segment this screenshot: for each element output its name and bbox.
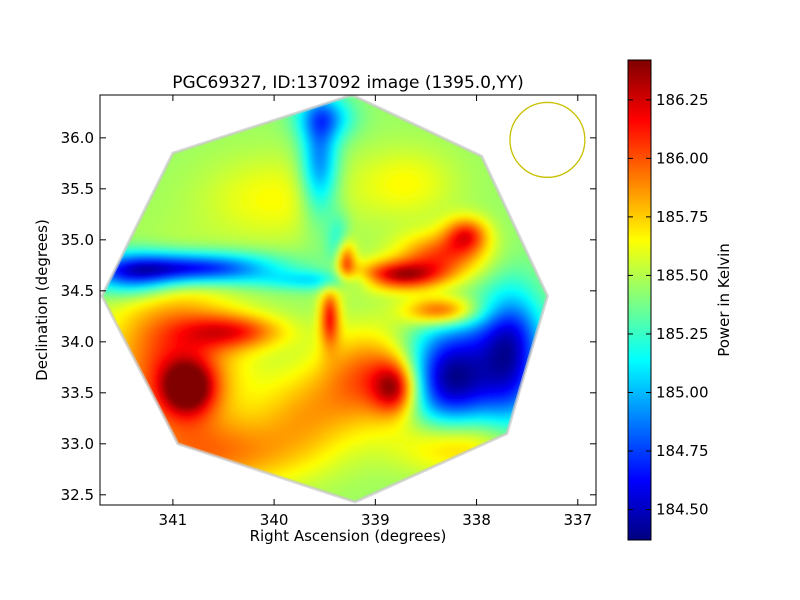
x-tick-label: 337 <box>563 511 592 529</box>
heatmap-raster <box>102 95 548 502</box>
y-axis: 32.5 33.0 33.5 34.0 34.5 35.0 35.5 36.0 <box>61 129 596 504</box>
x-axis: 341 340 339 338 337 <box>159 95 592 529</box>
colorbar-tick-label: 184.50 <box>656 501 709 519</box>
x-tick-label: 339 <box>361 511 390 529</box>
colorbar-tick-label: 186.00 <box>656 149 709 167</box>
x-tick-label: 340 <box>260 511 289 529</box>
y-tick-label: 35.5 <box>61 180 94 198</box>
y-tick-label: 34.0 <box>61 333 94 351</box>
colorbar: 184.50 184.75 185.00 185.25 185.50 185.75 186.… <box>627 59 733 541</box>
y-tick-label: 33.0 <box>61 435 94 453</box>
y-axis-label: Declination (degrees) <box>33 219 51 381</box>
colorbar-tick-label: 184.75 <box>656 442 709 460</box>
y-tick-label: 34.5 <box>61 282 94 300</box>
chart-title: PGC69327, ID:137092 image (1395.0,YY) <box>172 73 524 93</box>
colorbar-ticks: 184.50 184.75 185.00 185.25 185.50 185.75 186.… <box>628 91 709 519</box>
axes-frame <box>99 94 597 506</box>
colorbar-tick-label: 185.50 <box>656 266 709 284</box>
colorbar-tick-label: 185.25 <box>656 325 709 343</box>
x-tick-label: 341 <box>159 511 188 529</box>
y-tick-label: 33.5 <box>61 384 94 402</box>
beam-circle <box>509 101 586 178</box>
plot-area <box>100 95 586 504</box>
colorbar-tick-label: 185.00 <box>656 383 709 401</box>
footprint-edge <box>100 95 549 504</box>
colorbar-tick-label: 186.25 <box>656 91 709 109</box>
heatmap-image <box>102 95 548 502</box>
x-axis-label: Right Ascension (degrees) <box>250 527 447 545</box>
y-tick-label: 32.5 <box>61 486 94 504</box>
colorbar-label: Power in Kelvin <box>715 243 733 357</box>
colorbar-gradient <box>627 59 652 541</box>
x-tick-label: 338 <box>462 511 491 529</box>
colorbar-tick-label: 185.75 <box>656 208 709 226</box>
y-tick-label: 36.0 <box>61 129 94 147</box>
y-tick-label: 35.0 <box>61 231 94 249</box>
